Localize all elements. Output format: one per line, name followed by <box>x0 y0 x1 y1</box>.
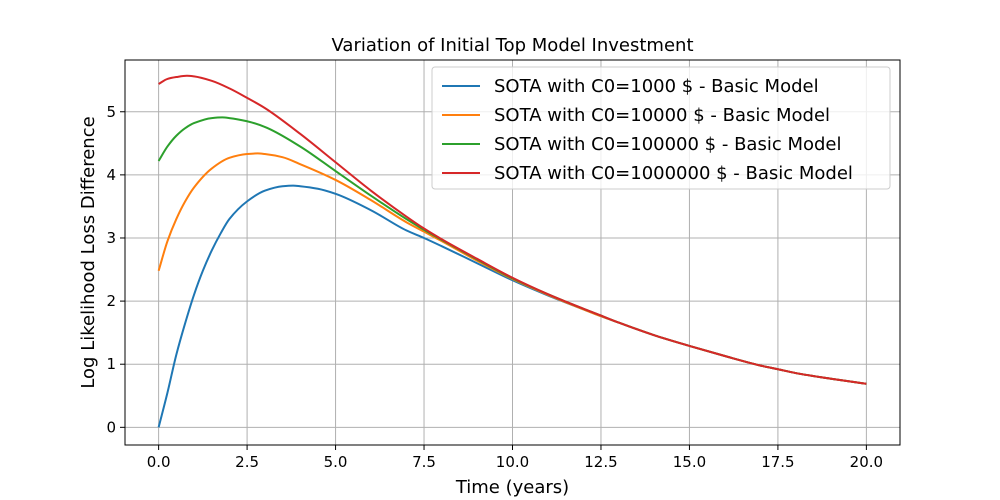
x-tick-label: 12.5 <box>584 453 617 471</box>
legend-items: SOTA with C0=1000 $ - Basic Model SOTA wi… <box>442 76 853 184</box>
legend: SOTA with C0=1000 $ - Basic Model SOTA wi… <box>431 66 891 190</box>
series-line-4 <box>158 74 867 385</box>
y-tick-label: 4 <box>106 166 116 184</box>
y-tick-label: 2 <box>106 292 116 310</box>
legend-label-1: SOTA with C0=1000 $ - Basic Model <box>494 76 819 97</box>
series-lines <box>157 74 867 428</box>
legend-label-4: SOTA with C0=1000000 $ - Basic Model <box>494 163 853 184</box>
ticks: 0.0 2.5 5.0 7.5 10.0 12.5 15.0 17.5 20.0 0 1 2 3 4 5 <box>106 103 883 471</box>
x-tick-label: 15.0 <box>673 453 706 471</box>
legend-label-3: SOTA with C0=100000 $ - Basic Model <box>494 134 841 155</box>
y-tick-label: 3 <box>106 229 116 247</box>
x-tick-label: 5.0 <box>324 453 348 471</box>
chart-title: Variation of Initial Top Model Investmen… <box>332 35 694 56</box>
x-tick-label: 20.0 <box>850 453 883 471</box>
x-tick-label: 7.5 <box>412 453 436 471</box>
y-tick-label: 0 <box>106 418 116 436</box>
y-axis-label: Log Likelihood Loss Difference <box>78 116 99 388</box>
x-tick-label: 2.5 <box>235 453 259 471</box>
y-tick-label: 5 <box>106 103 116 121</box>
x-tick-label: 10.0 <box>496 453 529 471</box>
legend-box <box>431 66 891 190</box>
x-axis-label: Time (years) <box>455 477 569 498</box>
y-tick-label: 1 <box>106 355 116 373</box>
legend-label-2: SOTA with C0=10000 $ - Basic Model <box>494 105 830 126</box>
x-tick-label: 17.5 <box>761 453 794 471</box>
x-tick-label: 0.0 <box>147 453 171 471</box>
